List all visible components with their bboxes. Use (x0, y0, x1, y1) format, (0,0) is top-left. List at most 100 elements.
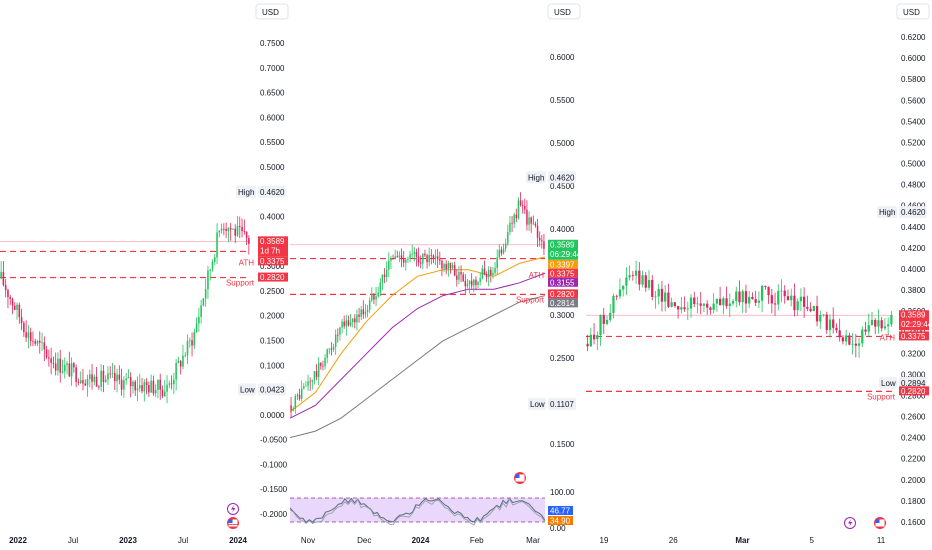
candle-body (398, 255, 401, 258)
high-label: High (528, 173, 544, 182)
level-label-ath: ATH (880, 333, 896, 342)
candle-body (193, 331, 196, 346)
candle-body (464, 281, 467, 287)
y-tick-label: 0.1500 (550, 440, 575, 449)
candle-body (54, 363, 57, 371)
candle-body (195, 323, 198, 332)
candle-body (767, 286, 770, 296)
price-tag: 0.3397 (548, 259, 578, 269)
candle-body (422, 253, 424, 264)
price-tag: 0.3375 ATH (529, 268, 578, 280)
price-tag-countdown: 02:29:44 (901, 320, 932, 329)
currency-selector-1[interactable]: USD (255, 3, 289, 20)
x-tick-label: Mar (526, 536, 540, 545)
candle-body (120, 379, 123, 390)
candle-body (366, 309, 369, 313)
candle-body (586, 343, 589, 347)
x-tick-label: 2022 (9, 536, 27, 545)
y-tick-label: 0.2200 (901, 455, 926, 464)
candle-body (320, 362, 322, 366)
candle-body (479, 278, 481, 282)
flag-icon[interactable] (227, 517, 239, 529)
high-label: High (879, 208, 895, 217)
candle-body (127, 377, 130, 379)
candle-body (107, 373, 109, 380)
candle-body (725, 298, 728, 306)
x-tick-label: 2024 (412, 536, 430, 545)
flag-icon[interactable] (514, 472, 526, 484)
candle-body (100, 370, 102, 387)
candle-body (402, 259, 405, 263)
chart-panel-3[interactable]: 0.6200 0.6000 0.5800 0.5600 0.5400 0.5200 0.50… (586, 3, 932, 545)
currency-selector-3[interactable]: USD (896, 3, 930, 20)
y-tick-label: 0.1600 (901, 518, 926, 527)
candle-body (16, 304, 18, 310)
y-tick-label: 0.6500 (260, 89, 285, 98)
candle-body (290, 405, 292, 411)
candle-body (163, 391, 166, 397)
candle-body (177, 361, 180, 364)
low-label-bg (528, 397, 546, 410)
candle-body (381, 274, 384, 283)
currency-selector-2[interactable]: USD (547, 3, 581, 20)
price-tag-value: 0.3589 (260, 237, 285, 246)
candle-body (216, 232, 218, 258)
y-tick-label: 0.4400 (901, 223, 926, 232)
candle-body (689, 297, 693, 309)
y-tick-label: 0.2400 (901, 434, 926, 443)
candle-body (445, 264, 447, 269)
candle-body (453, 265, 456, 276)
candle-body (41, 342, 43, 344)
osc-tick-label: 100.00 (550, 488, 575, 497)
candle-body (417, 256, 420, 263)
price-tag-value: 0.3375 (901, 332, 926, 341)
candle-body (473, 279, 475, 286)
candle-body (57, 358, 59, 371)
y-tick-label: 0.2000 (901, 476, 926, 485)
candle-body (543, 241, 545, 249)
level-label-support: Support (867, 392, 896, 401)
candle-body (248, 238, 250, 244)
candle-body (311, 380, 314, 382)
candle-body (315, 371, 318, 377)
candle-body (341, 321, 343, 328)
candle-body (609, 312, 612, 320)
candle-body (828, 319, 832, 331)
candle-body (68, 363, 71, 377)
chart-panel-2[interactable]: 0.60000.55000.50000.45000.40000.35000.30… (289, 3, 582, 545)
candle-body (409, 254, 411, 259)
candle-body (673, 302, 676, 307)
candle-body (741, 291, 744, 303)
high-marker: High 0.4620 (526, 171, 576, 184)
chart-panel-1[interactable]: 0.75000.70000.65000.60000.55000.50000.45… (0, 3, 289, 545)
price-tag-bg (258, 256, 288, 266)
candle-body (867, 325, 870, 332)
candle-body (143, 382, 146, 392)
candle-body (799, 296, 803, 302)
candle-body (615, 295, 618, 297)
candle-body (166, 384, 168, 392)
price-tag-bg (548, 259, 578, 269)
candle-body (764, 285, 767, 287)
candle-body (317, 362, 320, 377)
candle-body (430, 254, 433, 256)
candle-body (334, 334, 337, 348)
price-tag: 0.2820 Support (226, 272, 288, 288)
flag-icon[interactable] (874, 517, 886, 529)
candle-body (211, 261, 214, 270)
flash-icon[interactable] (227, 503, 239, 515)
flash-icon[interactable] (844, 517, 856, 529)
candle-body (66, 363, 68, 366)
y-tick-label: 0.4000 (550, 225, 575, 234)
candle-body (680, 307, 683, 310)
price-tag-bg (899, 310, 929, 331)
candle-body (218, 230, 221, 233)
candle-body (786, 296, 790, 301)
x-tick-label: Jul (68, 536, 78, 545)
candle-body (541, 240, 543, 242)
y-tick-label: 0.5000 (550, 139, 575, 148)
candle-body (79, 380, 82, 383)
candle-body (509, 222, 511, 233)
candle-body (29, 332, 32, 341)
